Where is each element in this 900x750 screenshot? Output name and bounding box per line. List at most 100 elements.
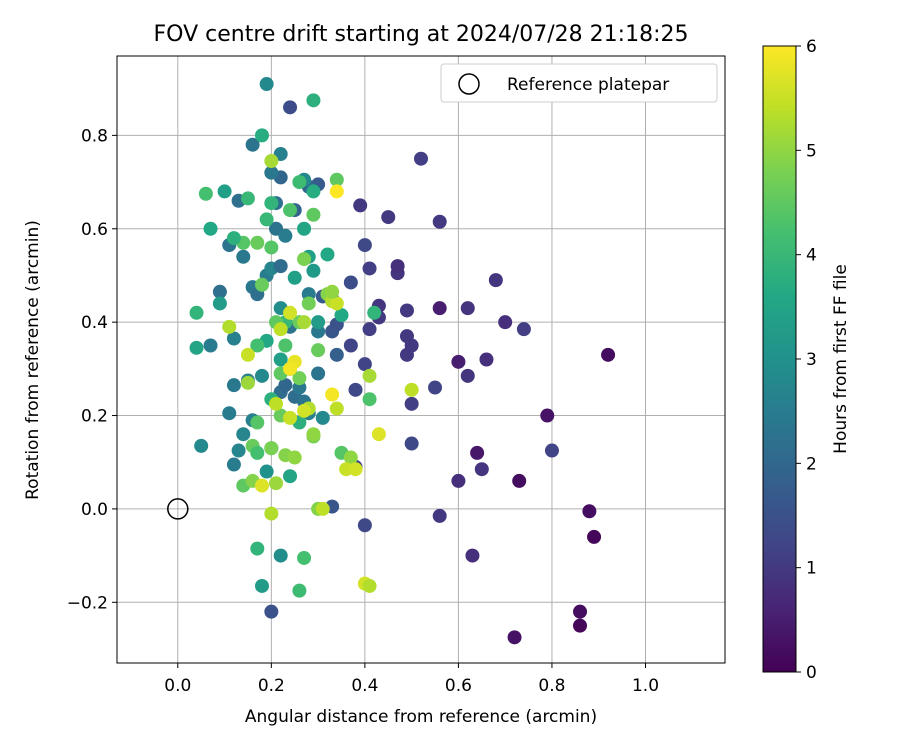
reference-platepar-marker	[167, 498, 189, 520]
scatter-point	[432, 301, 447, 316]
scatter-point	[250, 445, 265, 460]
scatter-point	[226, 231, 241, 246]
scatter-point	[498, 315, 513, 330]
scatter-point	[404, 436, 419, 451]
scatter-point	[362, 322, 377, 337]
scatter-point	[601, 347, 616, 362]
scatter-point	[189, 305, 204, 320]
scatter-point	[573, 604, 588, 619]
scatter-point	[222, 406, 237, 421]
scatter-point	[582, 504, 597, 519]
scatter-point	[460, 301, 475, 316]
scatter-point	[292, 583, 307, 598]
scatter-point	[254, 128, 269, 143]
scatter-point	[283, 361, 298, 376]
scatter-point	[226, 378, 241, 393]
scatter-point	[460, 368, 475, 383]
scatter-point	[507, 630, 522, 645]
scatter-point	[390, 259, 405, 274]
scatter-point	[325, 387, 340, 402]
scatter-point	[292, 175, 307, 190]
scatter-point	[488, 273, 503, 288]
scatter-point	[212, 296, 227, 311]
scatter-point	[250, 541, 265, 556]
scatter-point	[283, 305, 298, 320]
scatter-point	[479, 352, 494, 367]
scatter-point	[189, 340, 204, 355]
scatter-point	[217, 184, 232, 199]
scatter-point	[250, 235, 265, 250]
scatter-point	[362, 368, 377, 383]
scatter-point	[273, 259, 288, 274]
scatter-point	[353, 198, 368, 213]
scatter-point	[236, 427, 251, 442]
scatter-point	[357, 518, 372, 533]
scatter-point	[573, 618, 588, 633]
scatter-point	[362, 261, 377, 276]
y-axis-label: Rotation from reference (arcmin)	[23, 220, 43, 500]
colorbar-tick-label: 1	[806, 559, 817, 579]
scatter-point	[306, 207, 321, 222]
scatter-point	[264, 506, 279, 521]
scatter-point	[250, 415, 265, 430]
scatter-point	[315, 410, 330, 425]
scatter-point	[273, 548, 288, 563]
x-tick-label: 0.8	[538, 676, 565, 696]
scatter-point	[381, 210, 396, 225]
y-tick-label: 0.6	[81, 220, 108, 240]
scatter-point	[343, 450, 358, 465]
scatter-point	[264, 165, 279, 180]
colorbar-tick-label: 4	[806, 246, 817, 266]
colorbar-tick-label: 2	[806, 454, 817, 474]
scatter-point	[297, 252, 312, 267]
scatter-point	[470, 445, 485, 460]
scatter-point	[269, 476, 284, 491]
scatter-point	[306, 427, 321, 442]
scatter-point	[259, 77, 274, 92]
scatter-point	[343, 275, 358, 290]
x-ticks: 0.0 0.2 0.4 0.6 0.8 1.0	[164, 663, 659, 696]
scatter-point	[264, 240, 279, 255]
x-tick-label: 0.0	[164, 676, 191, 696]
scatter-point	[292, 371, 307, 386]
scatter-point	[357, 357, 372, 372]
colorbar-gradient	[762, 45, 797, 673]
scatter-point	[311, 315, 326, 330]
plot-background	[117, 56, 725, 663]
y-ticks: −0.2 0.0 0.2 0.4 0.6 0.8	[67, 126, 117, 613]
scatter-point	[264, 604, 279, 619]
scatter-point	[306, 93, 321, 108]
scatter-point	[362, 392, 377, 407]
scatter-point	[273, 322, 288, 337]
scatter-point	[311, 343, 326, 358]
scatter-point	[287, 270, 302, 285]
scatter-point	[348, 462, 363, 477]
scatter-point	[264, 441, 279, 456]
scatter-point	[329, 172, 344, 187]
scatter-point	[512, 473, 527, 488]
scatter-point	[259, 464, 274, 479]
legend-entry-reference-platepar: Reference platepar	[507, 75, 669, 95]
scatter-point	[451, 354, 466, 369]
y-tick-label: 0.8	[81, 126, 108, 146]
scatter-point	[587, 529, 602, 544]
scatter-point	[278, 378, 293, 393]
scatter-point	[357, 238, 372, 253]
x-tick-label: 0.4	[351, 676, 378, 696]
scatter-point	[428, 380, 443, 395]
scatter-point	[465, 548, 480, 563]
colorbar-ticks: 0 1 2 3 4 5 6	[796, 37, 817, 683]
y-tick-label: 0.4	[81, 313, 108, 333]
scatter-point	[367, 305, 382, 320]
scatter-point	[544, 443, 559, 458]
scatter-point	[329, 401, 344, 416]
scatter-point	[414, 151, 428, 166]
scatter-point	[399, 329, 414, 344]
x-tick-label: 1.0	[632, 676, 659, 696]
x-tick-label: 0.6	[445, 676, 472, 696]
colorbar: 0 1 2 3 4 5 6 Hours from first FF file	[762, 37, 851, 683]
scatter-point	[254, 478, 269, 493]
scatter-point	[325, 284, 340, 299]
scatter-point	[264, 196, 279, 211]
